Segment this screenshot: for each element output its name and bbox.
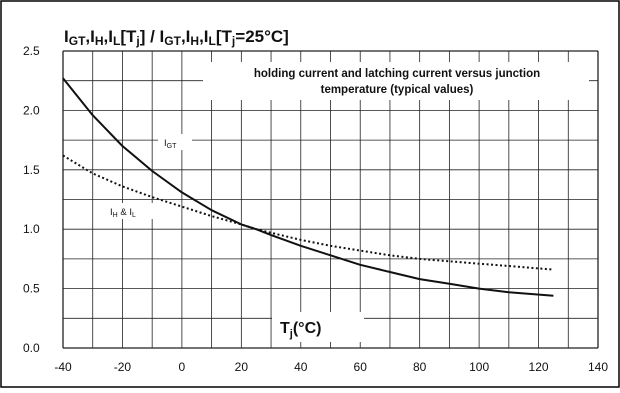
- x-tick-labels: -40 -20 0 20 40 60 80 100 120 140: [54, 360, 608, 374]
- y-tick-label: 1.0: [23, 222, 40, 236]
- xlabel-box: [272, 312, 364, 342]
- x-tick-label: 80: [413, 360, 427, 374]
- y-tick-label: 0.5: [23, 282, 40, 296]
- x-tick-label: 100: [469, 360, 489, 374]
- y-tick-label: 2.0: [23, 103, 40, 117]
- x-tick-label: 20: [235, 360, 249, 374]
- ih-il-label-box: [106, 203, 166, 219]
- y-tick-label: 2.5: [23, 44, 40, 58]
- subtitle-line-2: temperature (typical values): [321, 84, 474, 96]
- x-tick-label: -40: [54, 360, 72, 374]
- x-tick-label: 40: [294, 360, 308, 374]
- series-layer: [62, 77, 554, 297]
- chart-title: IGT,IH,IL[Tj] / IGT,IH,IL[Tj=25°C]: [64, 27, 289, 48]
- series-label-igt: IGT: [164, 138, 177, 150]
- x-axis-label: Tj(°C): [280, 320, 321, 340]
- subtitle-box: [203, 62, 589, 100]
- x-tick-label: -20: [114, 360, 132, 374]
- x-tick-label: 120: [529, 360, 549, 374]
- y-tick-label: 1.5: [23, 163, 40, 177]
- igt-label-box: [158, 134, 192, 150]
- x-tick-label: 60: [354, 360, 368, 374]
- x-tick-label: 140: [588, 360, 608, 374]
- series-label-ih-il: IH & IL: [110, 207, 136, 219]
- y-tick-labels: 0.0 0.5 1.0 1.5 2.0 2.5: [23, 44, 40, 355]
- subtitle-line-1: holding current and latching current ver…: [254, 68, 540, 80]
- y-tick-label: 0.0: [23, 341, 40, 355]
- x-tick-label: 0: [179, 360, 186, 374]
- series-line-igt: [62, 77, 554, 297]
